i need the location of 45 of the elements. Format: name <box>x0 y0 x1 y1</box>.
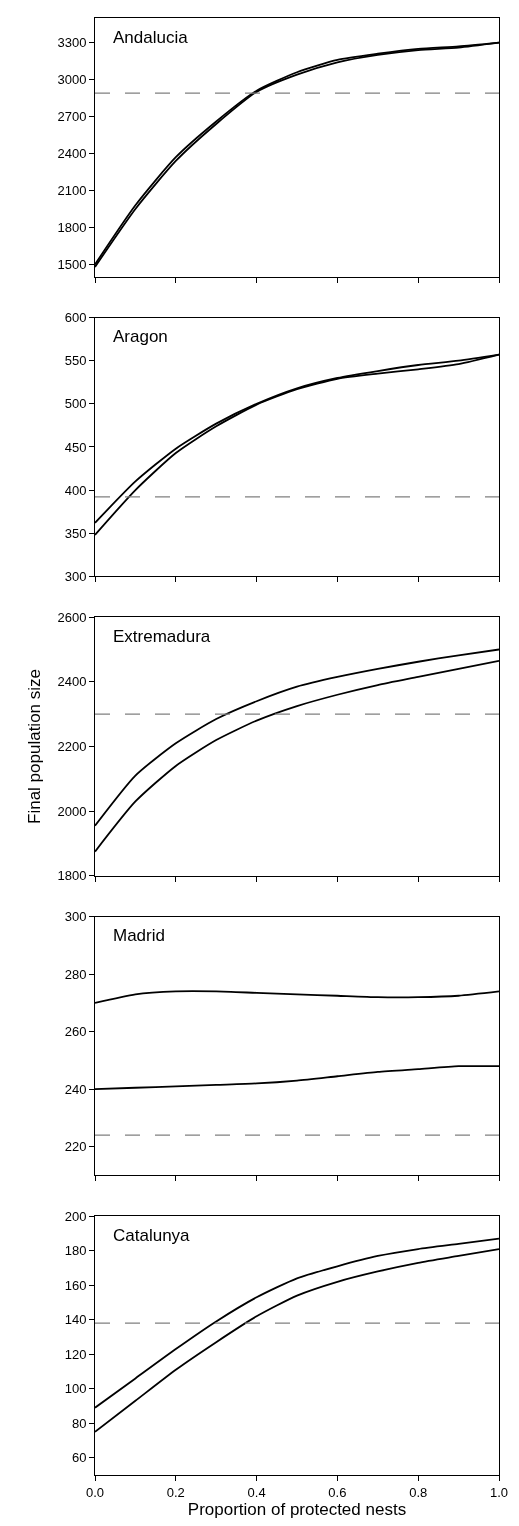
x-axis-title: Proportion of protected nests <box>187 1500 407 1519</box>
y-tick-label: 3000 <box>57 72 87 88</box>
x-tick-label: 0.8 <box>409 1484 428 1500</box>
y-tick-label: 2400 <box>57 146 87 162</box>
y-tick-label: 2200 <box>57 739 87 755</box>
y-tick-label: 260 <box>64 1024 87 1040</box>
y-tick-label: 550 <box>64 353 87 369</box>
y-tick-label: 280 <box>64 966 87 982</box>
y-tick-label: 100 <box>64 1381 87 1397</box>
y-tick-label: 400 <box>64 482 87 498</box>
y-tick-label: 2400 <box>57 674 87 690</box>
y-tick-label: 140 <box>64 1312 87 1328</box>
y-tick-label: 1800 <box>57 868 87 884</box>
y-tick-label: 2600 <box>57 609 87 625</box>
y-tick-label: 2000 <box>57 803 87 819</box>
y-tick-label: 240 <box>64 1081 87 1097</box>
y-tick-label: 180 <box>64 1243 87 1259</box>
y-tick-label: 500 <box>64 396 87 412</box>
text: Andalucia <box>113 28 189 47</box>
text: Madrid <box>113 926 165 945</box>
y-tick-label: 1800 <box>57 220 87 236</box>
y-axis-title: Final population size <box>25 669 45 824</box>
y-tick-label: 350 <box>64 525 87 541</box>
y-tick-label: 60 <box>71 1450 87 1466</box>
x-tick-label: 0.2 <box>166 1484 185 1500</box>
x-tick-label: 0.6 <box>328 1484 347 1500</box>
x-tick-label: 0.4 <box>247 1484 266 1500</box>
x-tick-label: 0.0 <box>85 1484 105 1500</box>
x-tick-label: 1.0 <box>489 1484 509 1500</box>
y-tick-label: 2100 <box>57 183 87 199</box>
y-tick-label: 3300 <box>57 35 87 51</box>
y-tick-label: 300 <box>64 909 87 925</box>
text: Catalunya <box>113 1226 191 1245</box>
y-tick-label: 120 <box>64 1346 87 1362</box>
y-tick-label: 200 <box>64 1208 87 1224</box>
y-tick-label: 1500 <box>57 256 87 272</box>
y-tick-label: 300 <box>64 568 87 584</box>
y-tick-label: 80 <box>71 1415 87 1431</box>
y-tick-label: 600 <box>64 310 87 326</box>
y-tick-label: 450 <box>64 439 87 455</box>
y-tick-label: 220 <box>64 1139 87 1155</box>
y-tick-label: 160 <box>64 1277 87 1293</box>
y-tick-label: 2700 <box>57 109 87 125</box>
text: Aragon <box>113 327 168 346</box>
text: Extremadura <box>113 627 211 646</box>
